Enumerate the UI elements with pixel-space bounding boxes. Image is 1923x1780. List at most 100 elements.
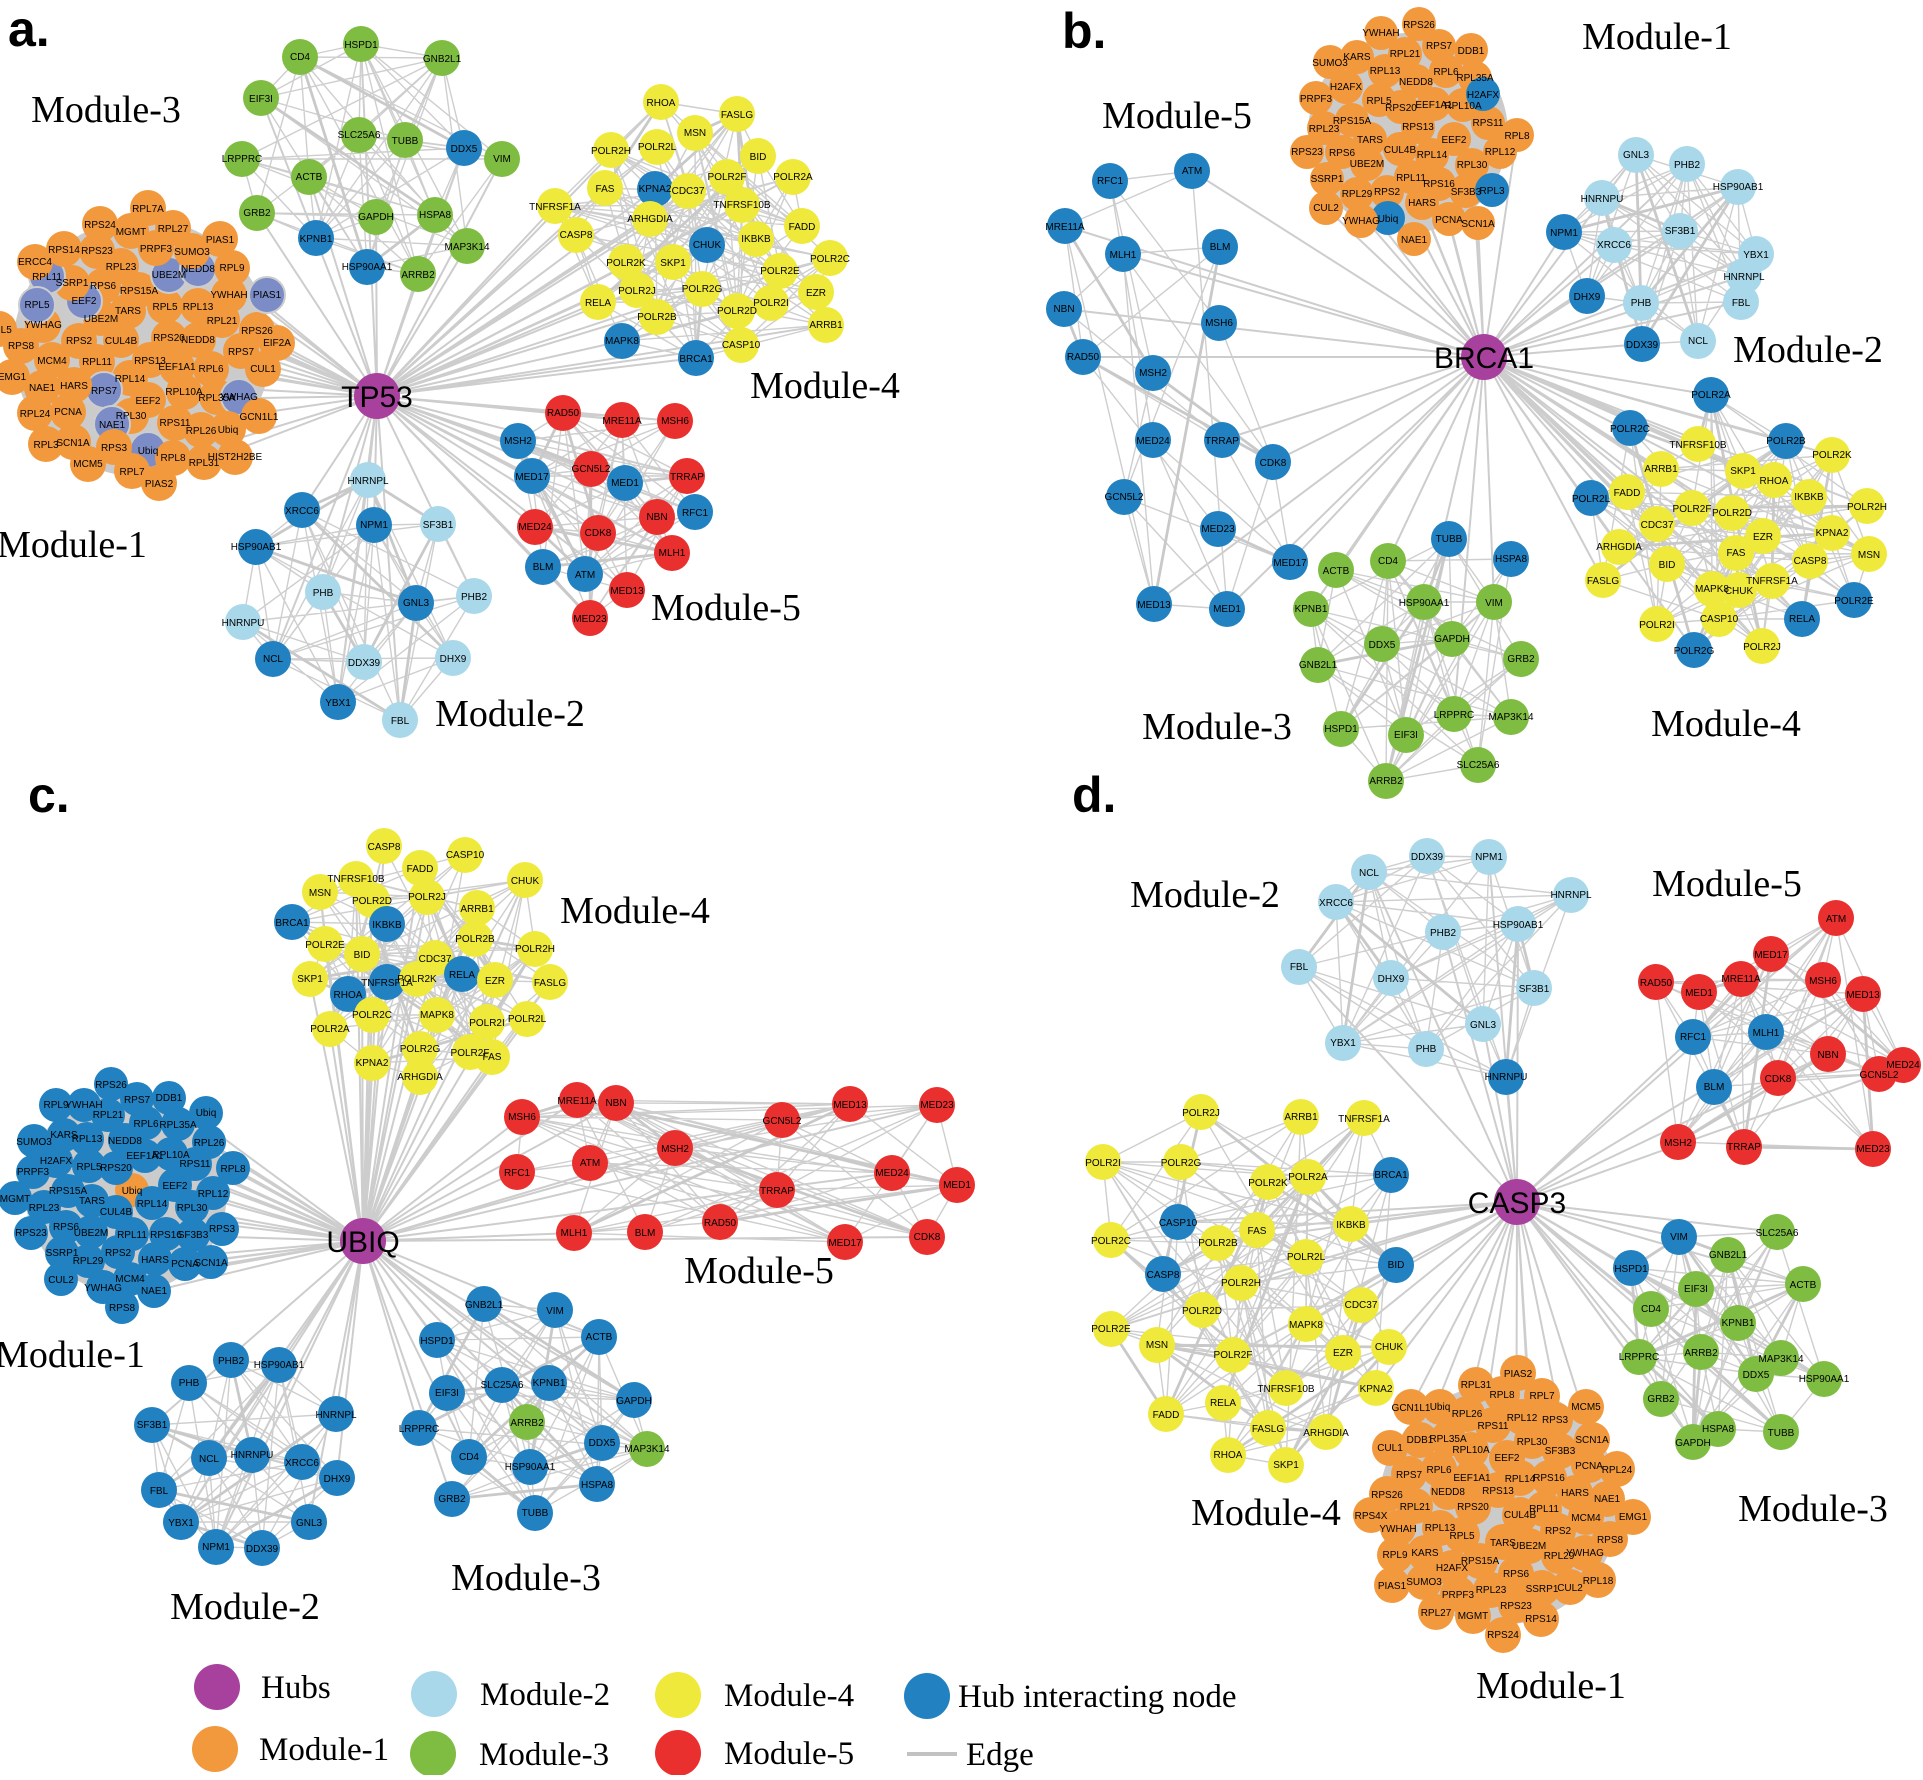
- svg-text:CDC37: CDC37: [1345, 1300, 1378, 1311]
- svg-text:POLR2A: POLR2A: [773, 172, 813, 183]
- svg-text:POLR2L: POLR2L: [638, 142, 677, 153]
- svg-text:DDX5: DDX5: [1743, 1370, 1770, 1381]
- svg-text:EZR: EZR: [806, 288, 826, 299]
- svg-text:MLH1: MLH1: [1110, 250, 1137, 261]
- svg-text:MLH1: MLH1: [659, 548, 686, 559]
- svg-text:RPL26: RPL26: [186, 426, 217, 437]
- svg-text:CASP3: CASP3: [1468, 1187, 1566, 1220]
- svg-text:CUL4B: CUL4B: [105, 336, 138, 347]
- svg-text:MAP3K14: MAP3K14: [624, 1444, 669, 1455]
- svg-text:DDX39: DDX39: [1411, 852, 1444, 863]
- svg-text:EIF3I: EIF3I: [1394, 730, 1418, 741]
- svg-text:SCN1A: SCN1A: [1575, 1435, 1609, 1446]
- svg-text:MED13: MED13: [1137, 600, 1171, 611]
- svg-text:RAD50: RAD50: [704, 1218, 737, 1229]
- svg-text:RPL5: RPL5: [1449, 1531, 1474, 1542]
- svg-text:DDB1: DDB1: [1458, 46, 1485, 57]
- svg-text:RPL13: RPL13: [1370, 66, 1401, 77]
- svg-text:VIM: VIM: [1670, 1232, 1688, 1243]
- svg-text:EIF3I: EIF3I: [435, 1388, 459, 1399]
- svg-text:RPS7: RPS7: [124, 1095, 151, 1106]
- svg-text:POLR2G: POLR2G: [400, 1044, 441, 1055]
- svg-text:ACTB: ACTB: [1323, 566, 1350, 577]
- svg-text:POLR2J: POLR2J: [408, 892, 446, 903]
- svg-text:HARS: HARS: [60, 381, 88, 392]
- svg-text:VIM: VIM: [1485, 598, 1503, 609]
- svg-text:Ubiq: Ubiq: [1378, 214, 1399, 225]
- svg-text:RPS2: RPS2: [66, 336, 93, 347]
- svg-text:MCM4: MCM4: [37, 356, 67, 367]
- svg-text:DHX9: DHX9: [1574, 292, 1601, 303]
- svg-text:RELA: RELA: [1789, 614, 1815, 625]
- svg-text:CDK8: CDK8: [914, 1232, 941, 1243]
- svg-text:FASLG: FASLG: [721, 110, 753, 121]
- svg-text:PHB: PHB: [1416, 1044, 1437, 1055]
- svg-text:YBX1: YBX1: [168, 1518, 194, 1529]
- svg-text:RPS7: RPS7: [91, 386, 118, 397]
- svg-text:RPS11: RPS11: [1478, 1421, 1509, 1432]
- svg-text:Edge: Edge: [966, 1737, 1034, 1773]
- svg-text:FASLG: FASLG: [1587, 576, 1619, 587]
- svg-text:POLR2J: POLR2J: [1743, 642, 1781, 653]
- svg-text:GCN5L2: GCN5L2: [1860, 1070, 1899, 1081]
- svg-text:HSP90AB1: HSP90AB1: [254, 1360, 305, 1371]
- svg-text:MED23: MED23: [1201, 524, 1235, 535]
- svg-text:XRCC6: XRCC6: [285, 1458, 319, 1469]
- svg-text:RPS6: RPS6: [1329, 148, 1356, 159]
- svg-text:RPS26: RPS26: [241, 326, 273, 337]
- svg-text:NAE1: NAE1: [99, 420, 126, 431]
- svg-text:HNRNPU: HNRNPU: [1485, 1072, 1528, 1083]
- svg-text:RPS23: RPS23: [81, 246, 113, 257]
- svg-text:RPL10A: RPL10A: [165, 387, 203, 398]
- svg-text:DDB1: DDB1: [1407, 1435, 1434, 1446]
- svg-text:MSN: MSN: [1146, 1340, 1168, 1351]
- svg-text:XRCC6: XRCC6: [1597, 240, 1631, 251]
- svg-text:ATM: ATM: [575, 570, 595, 581]
- svg-text:Module-3: Module-3: [31, 89, 181, 131]
- svg-text:Module-5: Module-5: [684, 1250, 834, 1292]
- svg-text:UBE2M: UBE2M: [1512, 1541, 1546, 1552]
- svg-text:RFC1: RFC1: [1097, 176, 1124, 187]
- svg-text:YBX1: YBX1: [1330, 1038, 1356, 1049]
- svg-text:MLH1: MLH1: [1753, 1028, 1780, 1039]
- svg-text:PIAS1: PIAS1: [1378, 1581, 1407, 1592]
- svg-text:KPNB1: KPNB1: [533, 1378, 566, 1389]
- svg-text:FAS: FAS: [1248, 1226, 1267, 1237]
- svg-text:YWHAH: YWHAH: [65, 1100, 102, 1111]
- svg-text:NEDD8: NEDD8: [181, 335, 215, 346]
- svg-text:GAPDH: GAPDH: [358, 212, 394, 223]
- svg-text:Module-5: Module-5: [1652, 863, 1802, 905]
- svg-text:MCM5: MCM5: [73, 459, 103, 470]
- svg-text:RPS2: RPS2: [105, 1248, 132, 1259]
- svg-text:PHB2: PHB2: [461, 592, 488, 603]
- svg-text:Module-3: Module-3: [1738, 1488, 1888, 1530]
- svg-text:Module-4: Module-4: [1191, 1492, 1341, 1534]
- svg-text:MED23: MED23: [920, 1100, 954, 1111]
- svg-text:FASLG: FASLG: [1252, 1424, 1284, 1435]
- svg-text:MED24: MED24: [1886, 1060, 1920, 1071]
- svg-text:RPS11: RPS11: [160, 418, 191, 429]
- svg-text:KPNA2: KPNA2: [639, 184, 672, 195]
- svg-text:RPS20: RPS20: [153, 333, 185, 344]
- svg-text:RPS26: RPS26: [95, 1080, 127, 1091]
- svg-text:CUL2: CUL2: [1557, 1583, 1583, 1594]
- svg-text:POLR2C: POLR2C: [810, 254, 850, 265]
- svg-text:FAS: FAS: [483, 1052, 502, 1063]
- svg-text:UBE2M: UBE2M: [152, 270, 186, 281]
- svg-text:NPM1: NPM1: [1475, 852, 1503, 863]
- svg-text:BRCA1: BRCA1: [679, 354, 713, 365]
- svg-text:d.: d.: [1072, 767, 1116, 823]
- svg-text:ARHGDIA: ARHGDIA: [1596, 542, 1642, 553]
- svg-text:TARS: TARS: [115, 306, 141, 317]
- svg-text:EZR: EZR: [1753, 532, 1773, 543]
- svg-text:RPL10A: RPL10A: [1452, 1445, 1490, 1456]
- svg-text:RPL14: RPL14: [1505, 1474, 1536, 1485]
- svg-text:EIF2A: EIF2A: [263, 338, 291, 349]
- svg-text:RPL31: RPL31: [1461, 1380, 1492, 1391]
- svg-text:Module-2: Module-2: [1733, 329, 1883, 371]
- svg-text:PRPF3: PRPF3: [140, 244, 173, 255]
- svg-text:SUMO3: SUMO3: [1312, 58, 1348, 69]
- svg-text:TNFRSF1A: TNFRSF1A: [529, 202, 581, 213]
- svg-text:VIM: VIM: [493, 154, 511, 165]
- svg-text:MED23: MED23: [1856, 1144, 1890, 1155]
